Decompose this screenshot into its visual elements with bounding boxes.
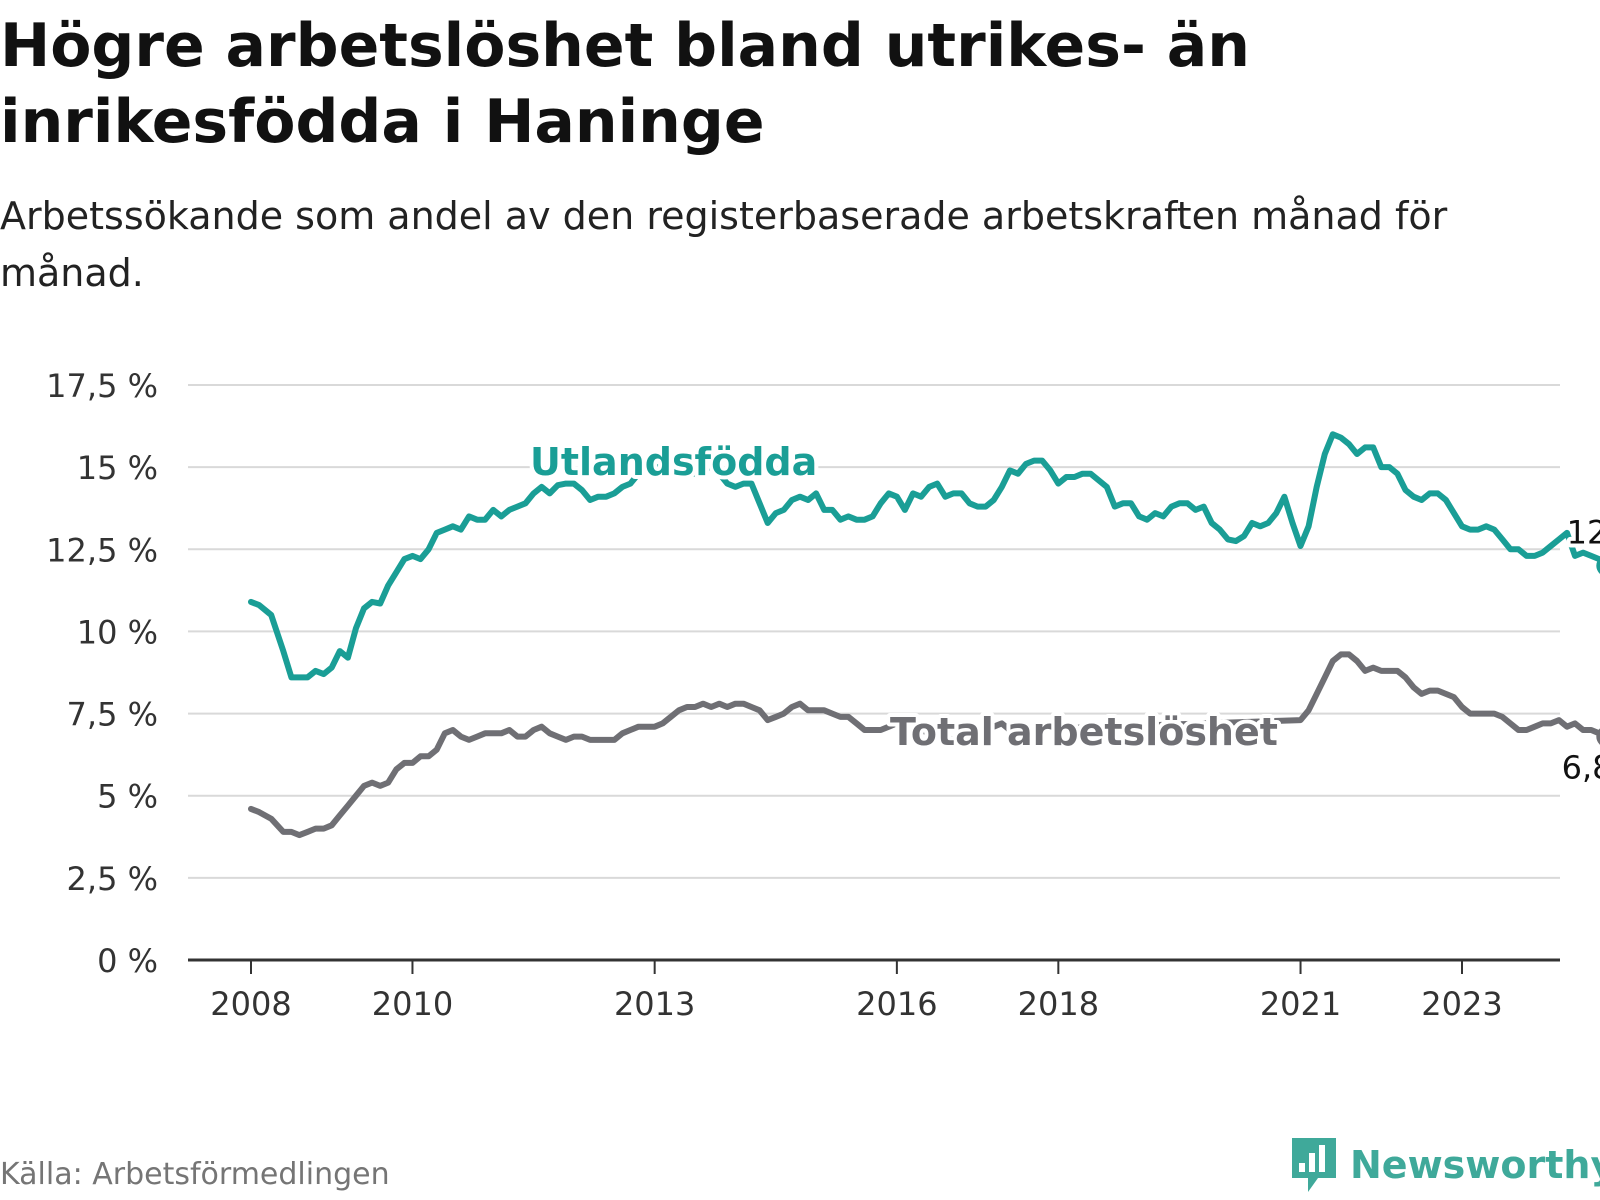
series (248, 431, 1600, 839)
gridlines (188, 384, 1560, 879)
total-series-label: Total arbetslöshet (890, 710, 1278, 754)
y-tick-label: 2,5 % (67, 860, 158, 898)
newsworthy-logo: Newsworthy (1290, 1138, 1600, 1192)
y-tick-label: 0 % (97, 942, 158, 980)
chart-subtitle: Arbetssökande som andel av den registerb… (0, 194, 1448, 295)
x-tick-label: 2013 (614, 985, 695, 1023)
y-tick-label: 10 % (77, 613, 158, 651)
brand-name: Newsworthy (1350, 1143, 1600, 1187)
source-note: Källa: Arbetsförmedlingen (0, 1157, 390, 1192)
y-tick-label: 7,5 % (67, 696, 158, 734)
x-tick-label: 2018 (1018, 985, 1099, 1023)
series-labels: Utlandsfödda Total arbetslöshet 12 % 6,8 % (526, 436, 1600, 791)
utlandsfodda-series-label: Utlandsfödda (530, 440, 817, 484)
newsworthy-logo-icon (1292, 1138, 1336, 1192)
x-tick-label: 2008 (210, 985, 291, 1023)
total-end-marker (1596, 728, 1600, 745)
y-tick-label: 17,5 % (46, 367, 158, 405)
utlandsfodda-end-marker (1596, 557, 1600, 574)
y-tick-label: 15 % (77, 449, 158, 487)
utlandsfodda-line (248, 431, 1600, 681)
total-end-label: 6,8 % (1562, 749, 1600, 787)
y-tick-label: 5 % (97, 778, 158, 816)
x-tick-label: 2016 (856, 985, 937, 1023)
x-tick-label: 2021 (1260, 985, 1341, 1023)
total-line (248, 651, 1600, 839)
y-tick-label: 12,5 % (46, 531, 158, 569)
axes: 0 % 2,5 % 5 % 7,5 % 10 % 12,5 % 15 % 17,5 % 2008… (46, 367, 1560, 1023)
x-tick-label: 2010 (372, 985, 453, 1023)
chart-title: Högre arbetslöshet bland utrikes- än inr… (0, 11, 1250, 157)
utlandsfodda-end-label: 12 % (1567, 514, 1600, 552)
x-tick-label: 2023 (1421, 985, 1502, 1023)
